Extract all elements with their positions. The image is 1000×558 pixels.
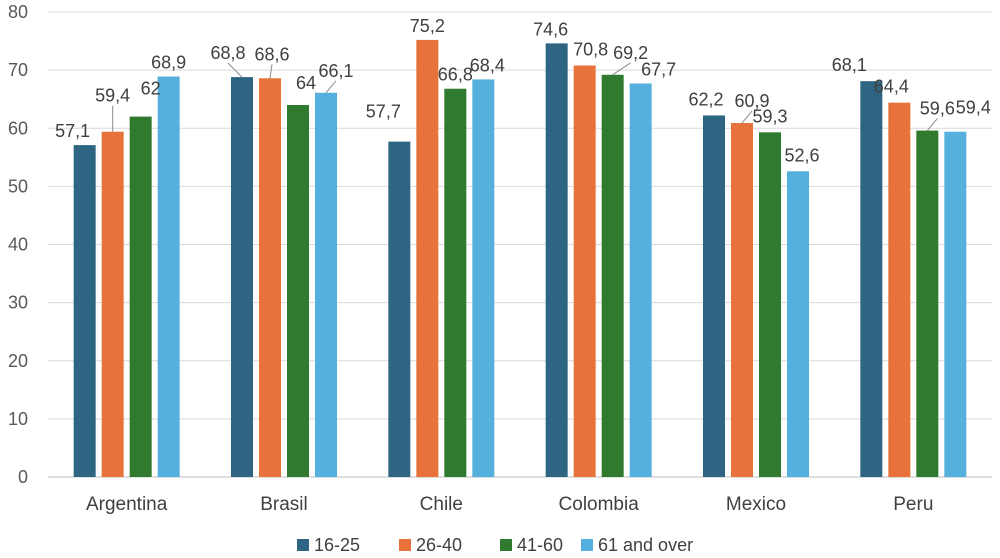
y-tick-label: 80: [8, 2, 28, 22]
category-label: Colombia: [559, 494, 640, 515]
data-label: 68,1: [832, 55, 867, 75]
y-tick-label: 40: [8, 235, 28, 255]
category-label: Peru: [893, 494, 933, 515]
bar: [888, 102, 911, 478]
data-label: 66,1: [318, 61, 353, 81]
bar: [731, 123, 753, 478]
bars: [73, 39, 967, 478]
y-tick-label: 70: [8, 60, 28, 80]
data-label: 68,9: [151, 53, 186, 73]
data-label-leader: [325, 80, 337, 94]
bar: [388, 141, 411, 477]
bar: [444, 88, 467, 477]
data-label-leader: [269, 64, 273, 79]
y-tick-label: 0: [18, 467, 28, 487]
y-tick-label: 60: [8, 118, 28, 138]
data-label: 59,4: [956, 98, 991, 118]
bar: [129, 116, 152, 477]
data-label: 70,8: [573, 39, 608, 59]
legend-label: 61 and over: [598, 535, 693, 555]
bar: [703, 115, 725, 478]
bar: [545, 43, 568, 477]
data-label: 75,2: [410, 16, 445, 36]
legend-swatch: [297, 539, 309, 551]
legend-label: 26-40: [416, 535, 462, 555]
category-label: Argentina: [86, 494, 168, 515]
bar: [287, 105, 309, 477]
data-label: 57,1: [55, 121, 90, 141]
data-label: 57,7: [366, 102, 401, 122]
bar: [601, 74, 624, 478]
bar: [787, 171, 809, 477]
legend: 16-25 26-40 41-60 61 and over: [297, 535, 693, 555]
data-label: 67,7: [641, 59, 676, 79]
bar: [472, 79, 495, 478]
bar: [101, 131, 124, 478]
bar: [73, 145, 96, 477]
bar: [629, 83, 652, 478]
data-label: 59,4: [95, 86, 130, 106]
bar: [231, 77, 253, 477]
bar: [157, 76, 180, 478]
data-label-leader: [926, 118, 938, 131]
bar: [944, 131, 967, 478]
data-label: 59,3: [752, 106, 787, 126]
data-label: 69,2: [613, 43, 648, 63]
data-label: 52,6: [784, 145, 819, 165]
y-tick-label: 20: [8, 351, 28, 371]
bar: [416, 39, 439, 478]
bar: [573, 65, 596, 477]
data-label-leader: [227, 62, 243, 78]
gridlines: [48, 11, 992, 478]
bar: [860, 81, 883, 477]
bar: [315, 92, 337, 477]
bar: [259, 78, 281, 477]
data-label: 60,9: [734, 91, 769, 111]
data-label: 68,6: [254, 44, 289, 64]
bar: [759, 132, 781, 477]
legend-swatch: [399, 539, 411, 551]
legend-label: 16-25: [314, 535, 360, 555]
data-label: 66,8: [438, 65, 473, 85]
category-label: Chile: [420, 494, 463, 515]
legend-swatch: [500, 539, 512, 551]
category-label: Brasil: [260, 494, 308, 515]
data-label: 68,8: [210, 43, 245, 63]
x-axis-category-labels: Argentina Brasil Chile Colombia Mexico Peru: [86, 494, 933, 515]
bar: [916, 130, 939, 477]
y-tick-label: 10: [8, 409, 28, 429]
data-label: 68,4: [470, 55, 505, 75]
y-tick-label: 50: [8, 176, 28, 196]
data-label: 62: [141, 79, 161, 99]
data-label: 59,6: [920, 99, 955, 119]
data-label: 74,6: [533, 19, 568, 39]
data-label: 64,4: [874, 77, 909, 97]
data-label-leader: [612, 62, 631, 76]
data-label: 62,2: [688, 89, 723, 109]
legend-swatch: [581, 539, 593, 551]
data-label: 64: [296, 73, 316, 93]
y-tick-label: 30: [8, 293, 28, 313]
data-label-leader: [741, 110, 753, 124]
legend-label: 41-60: [517, 535, 563, 555]
y-axis-tick-labels: 0 10 20 30 40 50 60 70 80: [8, 2, 28, 487]
category-label: Mexico: [726, 494, 786, 515]
